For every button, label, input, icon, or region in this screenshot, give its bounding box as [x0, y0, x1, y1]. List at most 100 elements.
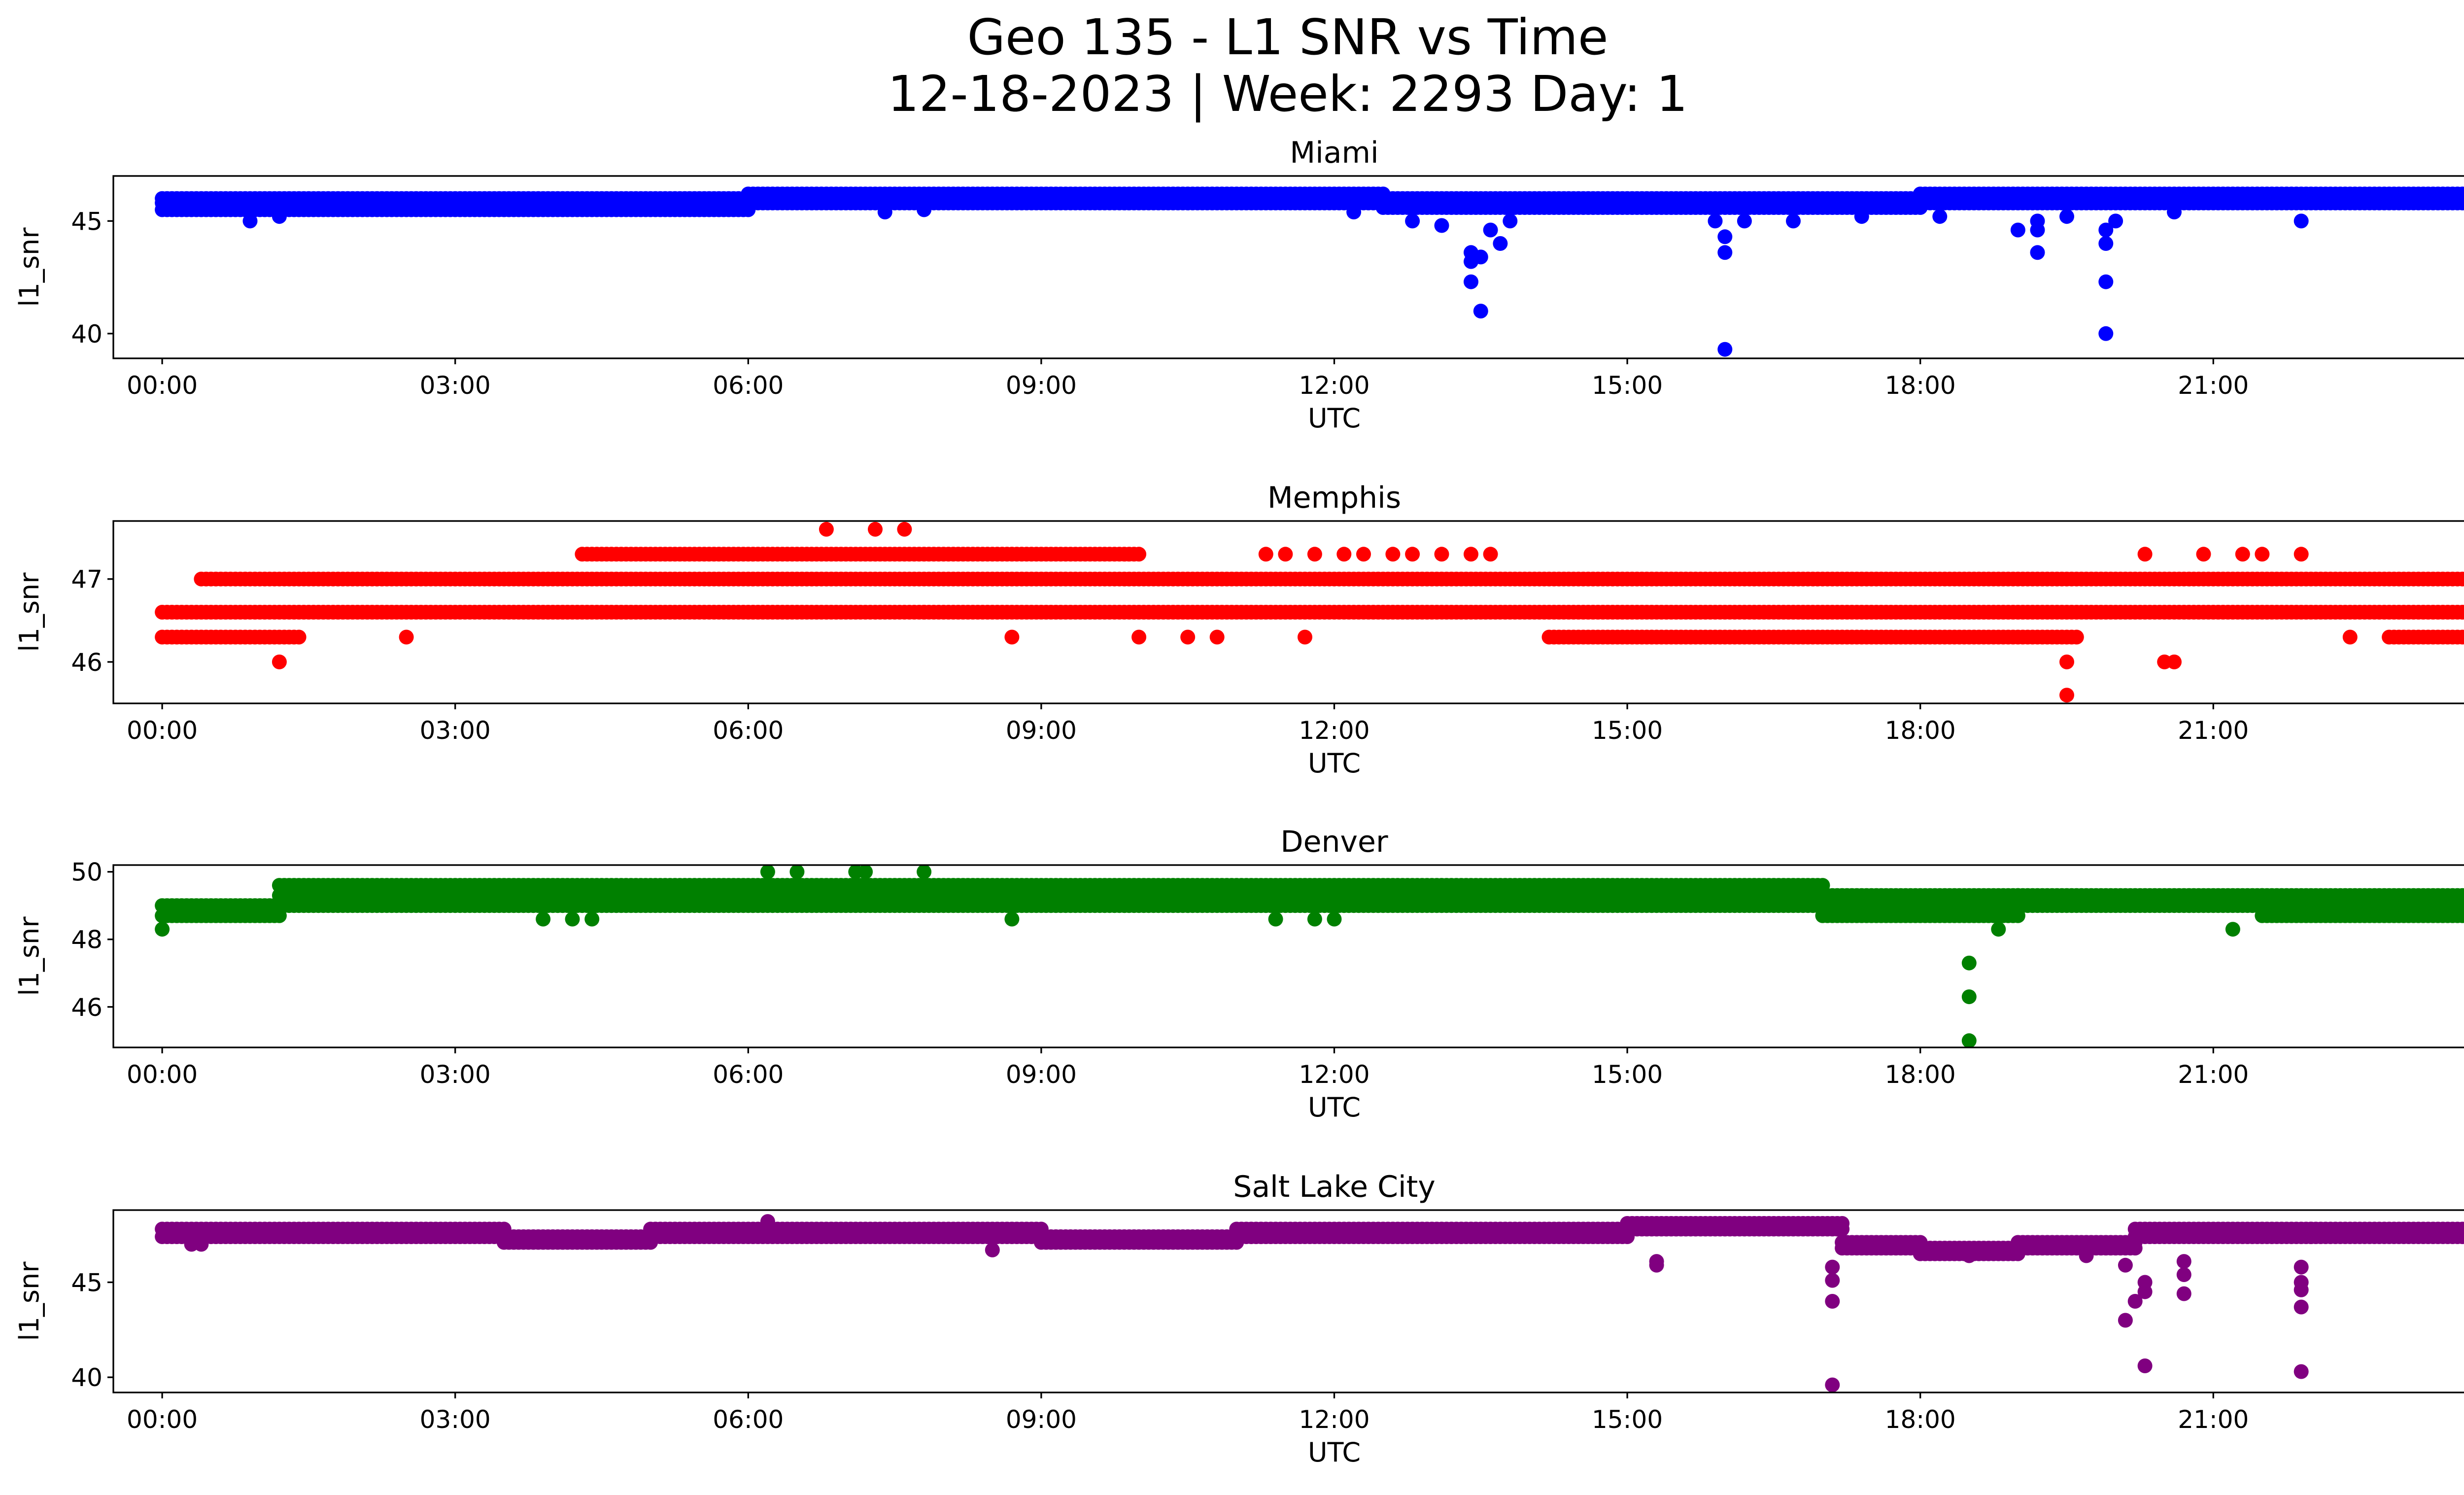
- data-point-outlier: [1483, 547, 1498, 562]
- data-point-outlier: [1307, 547, 1322, 562]
- data-point-outlier: [2255, 547, 2270, 562]
- data-point-outlier: [1464, 274, 1478, 289]
- data-point-outlier: [1434, 547, 1449, 562]
- data-point-outlier: [2059, 654, 2074, 669]
- data-point-outlier: [1717, 342, 1733, 357]
- figure-title-line2: 12-18-2023 | Week: 2293 Day: 1: [888, 65, 1687, 123]
- x-tick-label: 21:00: [2178, 371, 2249, 400]
- figure-title-line1: Geo 135 - L1 SNR vs Time: [967, 8, 1608, 66]
- x-tick-label: 03:00: [420, 1060, 491, 1089]
- data-point-outlier: [1961, 1033, 1977, 1047]
- data-point: [2069, 629, 2084, 645]
- data-point-outlier: [2059, 209, 2074, 224]
- data-point-outlier: [536, 911, 551, 927]
- x-tick-label: 09:00: [1006, 716, 1077, 745]
- data-point: [2460, 899, 2464, 912]
- x-tick-label: 06:00: [713, 716, 784, 745]
- data-point-outlier: [1131, 629, 1147, 645]
- data-point-outlier: [1473, 304, 1488, 319]
- y-tick-label: 40: [71, 320, 103, 348]
- data-point-outlier: [272, 654, 287, 669]
- data-point-outlier: [1327, 911, 1342, 927]
- data-point: [2460, 572, 2464, 586]
- data-point-outlier: [1004, 629, 1020, 645]
- data-point-outlier: [760, 865, 775, 879]
- data-point-outlier: [2342, 629, 2358, 645]
- data-point-outlier: [1434, 218, 1449, 233]
- x-tick-label: 00:00: [127, 371, 198, 400]
- data-point-outlier: [1708, 213, 1723, 229]
- data-point: [2460, 889, 2464, 903]
- data-point-outlier: [1004, 911, 1020, 927]
- data-point-outlier: [2167, 205, 2182, 220]
- data-point-outlier: [1346, 205, 1362, 220]
- subplot-title: Denver: [1280, 825, 1388, 859]
- x-tick-label: 03:00: [420, 371, 491, 400]
- x-tick-label: 21:00: [2178, 716, 2249, 745]
- data-point-outlier: [789, 865, 805, 879]
- data-point-outlier: [819, 522, 834, 537]
- x-axis-label: UTC: [1308, 1092, 1361, 1123]
- y-axis-label: l1_snr: [14, 227, 45, 307]
- data-point-outlier: [877, 205, 892, 220]
- data-point-outlier: [2137, 547, 2153, 562]
- data-point-outlier: [2030, 245, 2045, 260]
- data-point-outlier: [565, 911, 580, 927]
- data-point-outlier: [2030, 222, 2045, 238]
- data-point-outlier: [242, 213, 258, 229]
- data-point: [1131, 547, 1147, 562]
- data-point-outlier: [868, 522, 883, 537]
- data-point-outlier: [272, 209, 287, 224]
- data-point-outlier: [858, 865, 873, 879]
- data-points-0: [155, 186, 2464, 357]
- data-point-outlier: [1209, 629, 1225, 645]
- data-point-outlier: [1932, 209, 1948, 224]
- data-point-outlier: [1961, 955, 1977, 971]
- data-point-outlier: [2293, 213, 2309, 229]
- data-point-outlier: [1961, 989, 1977, 1005]
- data-point-outlier: [399, 629, 414, 645]
- y-tick-label: 46: [71, 648, 103, 677]
- data-point-outlier: [2108, 213, 2123, 229]
- y-tick-label: 46: [71, 993, 103, 1022]
- data-point-outlier: [917, 202, 932, 217]
- data-points-1: [155, 522, 2464, 703]
- data-point-outlier: [1464, 547, 1478, 562]
- x-tick-label: 00:00: [127, 1060, 198, 1089]
- data-point-outlier: [1503, 213, 1518, 229]
- data-point-outlier: [1493, 236, 1508, 251]
- data-point-outlier: [917, 605, 932, 620]
- data-point-outlier: [2098, 326, 2114, 341]
- data-point: [2460, 630, 2464, 644]
- data-point-outlier: [897, 522, 912, 537]
- data-point: [2460, 187, 2464, 201]
- data-point-outlier: [2010, 222, 2025, 238]
- x-tick-label: 12:00: [1299, 371, 1369, 400]
- x-tick-label: 18:00: [1885, 716, 1956, 745]
- data-point-outlier: [1786, 213, 1801, 229]
- data-point-outlier: [1405, 547, 1420, 562]
- x-tick-label: 18:00: [1885, 371, 1956, 400]
- data-point-outlier: [2196, 547, 2211, 562]
- data-point-outlier: [1483, 222, 1498, 238]
- data-point-outlier: [1717, 229, 1733, 244]
- y-tick-label: 47: [71, 565, 103, 594]
- data-point-outlier: [2059, 688, 2074, 703]
- x-tick-label: 18:00: [1885, 1060, 1956, 1089]
- x-tick-label: 12:00: [1299, 1060, 1369, 1089]
- x-tick-label: 09:00: [1006, 1060, 1077, 1089]
- data-point-outlier: [2098, 236, 2114, 251]
- data-point-outlier: [1991, 922, 2006, 937]
- data-point-outlier: [1278, 547, 1293, 562]
- data-point-outlier: [2293, 547, 2309, 562]
- data-point-outlier: [2098, 222, 2114, 238]
- data-point-outlier: [1385, 547, 1401, 562]
- data-point: [2460, 909, 2464, 923]
- x-tick-label: 00:00: [127, 716, 198, 745]
- x-axis-label: UTC: [1308, 403, 1361, 434]
- data-point-outlier: [2235, 547, 2250, 562]
- data-point-outlier: [1307, 911, 1322, 927]
